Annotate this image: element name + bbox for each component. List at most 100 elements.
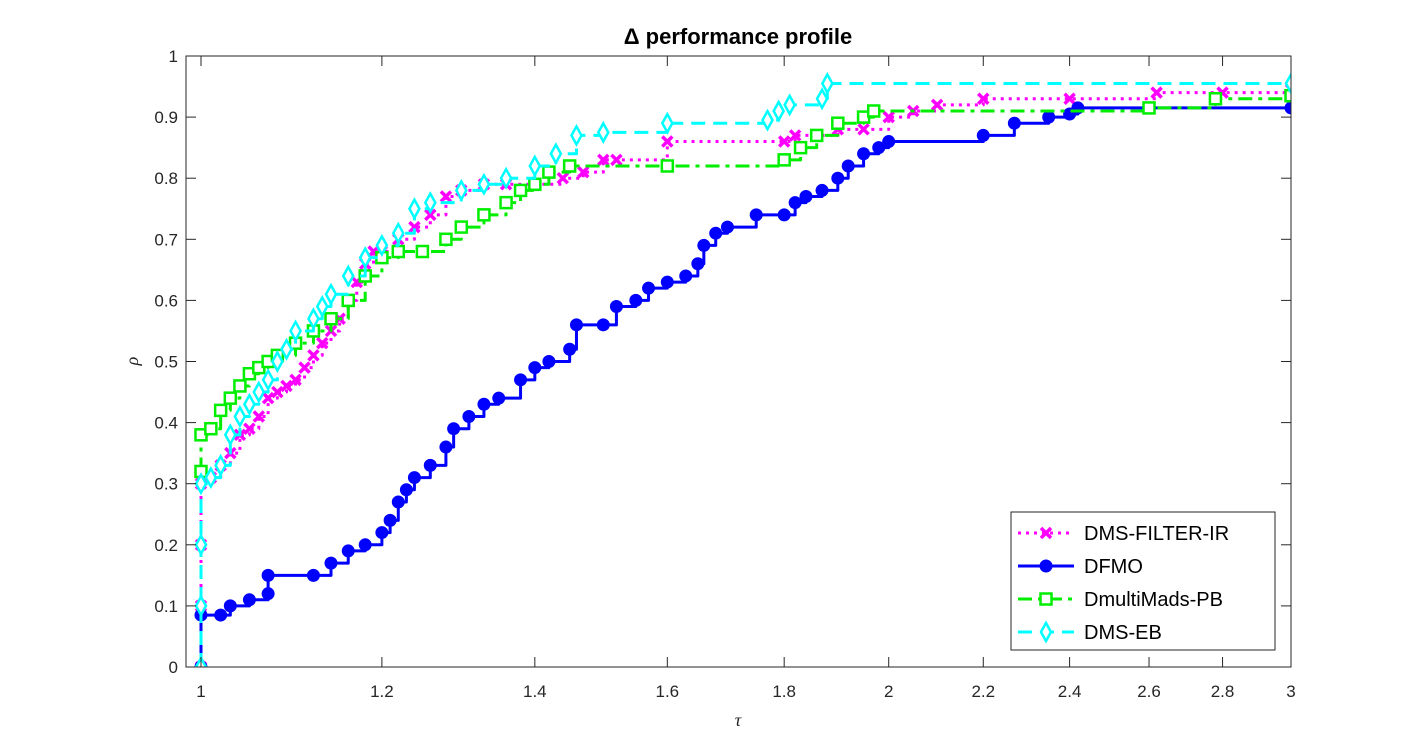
data-point-dms-eb — [761, 108, 774, 132]
legend-item-dmultimads-pb: DmultiMads-PB — [1018, 589, 1223, 611]
data-point-dfmo — [660, 275, 674, 289]
data-point-dfmo — [857, 147, 871, 161]
data-point-dfmo — [1284, 101, 1291, 115]
data-point-dfmo — [569, 318, 583, 332]
data-point-dms-eb — [1284, 71, 1291, 96]
data-point-dms-eb — [194, 594, 208, 618]
data-point-dms-eb — [194, 472, 208, 496]
data-point-dms-eb — [289, 319, 302, 343]
y-tick-label: 0.3 — [154, 475, 178, 494]
data-point-dms-eb — [549, 142, 563, 166]
data-point-dms-eb — [261, 368, 275, 392]
data-point-dfmo — [242, 593, 256, 607]
data-point-dmultimads-pb — [866, 104, 881, 118]
x-tick-label: 1.2 — [370, 682, 394, 701]
data-point-dms-filter-ir — [977, 92, 990, 106]
data-point-dfmo — [447, 422, 461, 436]
data-point-dfmo — [882, 135, 896, 149]
data-point-dms-filter-ir — [610, 153, 623, 167]
data-point-dfmo — [324, 556, 338, 570]
data-point-dmultimads-pb — [1142, 101, 1156, 115]
legend-label: DFMO — [1084, 556, 1143, 578]
data-point-dfmo — [542, 355, 556, 368]
data-point-dms-eb — [242, 392, 256, 416]
legend-item-dms-eb: DMS-EB — [1018, 620, 1162, 644]
data-point-dfmo — [223, 599, 237, 613]
data-point-dfmo — [788, 196, 802, 210]
chart-title: Δ performance profile — [624, 24, 853, 49]
data-point-dfmo — [514, 373, 528, 387]
data-point-dfmo — [799, 190, 813, 204]
data-point-dfmo — [976, 128, 990, 142]
data-point-dms-filter-ir — [307, 349, 320, 362]
data-point-dfmo — [872, 141, 886, 155]
data-point-dms-filter-ir — [271, 385, 284, 399]
data-point-dmultimads-pb — [1284, 88, 1291, 103]
data-point-dmultimads-pb — [777, 153, 791, 167]
data-point-dms-eb — [252, 380, 266, 404]
data-point-dms-eb — [341, 264, 355, 288]
data-point-dms-eb — [820, 71, 834, 96]
data-point-dfmo — [214, 608, 228, 622]
x-tick-label: 1.8 — [772, 682, 796, 701]
y-tick-label: 0.4 — [154, 414, 178, 433]
legend-label: DmultiMads-PB — [1084, 589, 1223, 611]
data-point-dfmo — [375, 526, 389, 540]
data-point-dms-filter-ir — [857, 123, 870, 136]
data-point-dfmo — [629, 293, 643, 307]
data-point-dms-filter-ir — [597, 153, 610, 167]
data-point-dmultimads-pb — [562, 159, 577, 173]
data-point-dfmo — [528, 361, 542, 375]
data-point-dms-filter-ir — [424, 208, 437, 222]
data-point-dfmo — [306, 568, 320, 582]
data-point-dms-eb — [223, 423, 237, 447]
x-tick-label: 1.6 — [655, 682, 679, 701]
data-point-dms-eb — [499, 166, 513, 190]
data-point-dms-eb — [596, 120, 610, 144]
data-point-dfmo — [261, 587, 275, 601]
data-point-dmultimads-pb — [204, 421, 218, 436]
data-point-dms-filter-ir — [930, 98, 944, 112]
y-tick-label: 0.7 — [154, 230, 178, 249]
y-tick-label: 0.8 — [154, 169, 178, 188]
legend-swatch-marker — [1039, 592, 1053, 606]
legend-swatch-marker — [1039, 526, 1053, 540]
y-tick-label: 0.9 — [154, 108, 178, 127]
data-point-dms-eb — [233, 404, 247, 429]
legend-label: DMS-EB — [1084, 622, 1162, 644]
data-point-dms-filter-ir — [1063, 92, 1076, 106]
data-point-dms-eb — [772, 99, 786, 123]
data-point-dfmo — [492, 391, 506, 405]
x-tick-label: 2.2 — [971, 682, 995, 701]
data-point-dmultimads-pb — [391, 244, 406, 259]
data-point-dfmo — [399, 483, 413, 497]
data-point-dms-eb — [477, 172, 491, 196]
data-point-dms-filter-ir — [882, 110, 895, 124]
legend-item-dms-filter-ir: DMS-FILTER-IR — [1018, 523, 1229, 545]
legend-label: DMS-FILTER-IR — [1084, 523, 1229, 545]
data-point-dmultimads-pb — [454, 220, 469, 234]
x-axis-label: τ — [735, 710, 742, 730]
data-point-dfmo — [709, 226, 723, 240]
ticks-layer: 1 1.2 1.4 1.6 1.8 2 2.2 2.4 2.6 2.8 3 0 0.1 0.2 0.3 0.4… — [154, 47, 1295, 701]
data-point-dms-filter-ir — [577, 165, 590, 179]
x-tick-label: 2.6 — [1137, 682, 1161, 701]
data-point-dfmo — [831, 171, 845, 185]
data-point-dms-filter-ir — [556, 171, 570, 185]
y-tick-label: 1 — [169, 47, 178, 66]
data-point-dms-eb — [660, 111, 674, 135]
x-tick-label: 2.4 — [1058, 682, 1082, 701]
data-point-dmultimads-pb — [477, 208, 491, 222]
y-tick-label: 0.1 — [154, 597, 178, 616]
series-dms-eb — [194, 71, 1291, 667]
data-point-dms-eb — [783, 93, 797, 117]
data-point-dfmo — [407, 471, 421, 485]
data-point-dfmo — [477, 397, 491, 411]
data-point-dms-filter-ir — [316, 336, 329, 350]
data-point-dms-eb — [194, 533, 208, 557]
data-point-dms-filter-ir — [661, 135, 674, 148]
y-tick-label: 0 — [169, 658, 178, 677]
y-tick-label: 0.5 — [154, 353, 178, 372]
data-point-dms-eb — [528, 154, 542, 178]
